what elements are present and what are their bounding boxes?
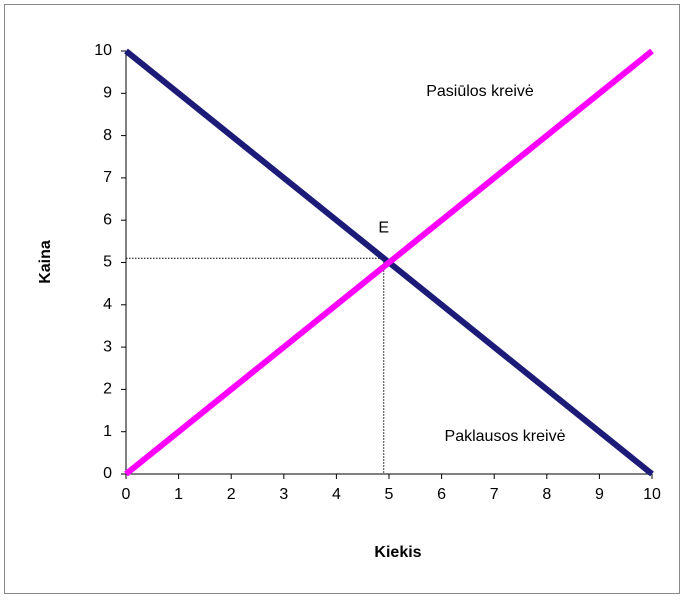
x-tick-label: 5: [385, 486, 394, 503]
x-axis-label: Kiekis: [374, 544, 421, 561]
x-tick-label: 6: [437, 486, 446, 503]
x-tick-label: 8: [542, 486, 551, 503]
series-label: Pasiūlos kreivė: [426, 83, 534, 100]
y-tick-label: 8: [103, 127, 112, 144]
x-tick-label: 7: [490, 486, 499, 503]
x-tick-label: 10: [643, 486, 661, 503]
y-tick-label: 5: [103, 254, 112, 271]
x-tick-label: 4: [332, 486, 341, 503]
x-tick-label: 9: [595, 486, 604, 503]
x-tick-label: 1: [174, 486, 183, 503]
y-tick-label: 0: [103, 465, 112, 482]
y-tick-label: 7: [103, 169, 112, 186]
y-tick-label: 2: [103, 381, 112, 398]
x-tick-label: 2: [227, 486, 236, 503]
series-line: [124, 48, 654, 477]
y-tick-label: 10: [94, 42, 112, 59]
x-tick-label: 3: [279, 486, 288, 503]
y-tick-label: 9: [103, 85, 112, 102]
series-label: Paklausos kreivė: [445, 428, 566, 445]
equilibrium-label: E: [378, 219, 389, 236]
y-tick-label: 6: [103, 211, 112, 228]
y-tick-label: 1: [103, 423, 112, 440]
y-tick-label: 4: [103, 296, 112, 313]
y-tick-label: 3: [103, 338, 112, 355]
x-tick-label: 0: [122, 486, 131, 503]
y-axis-label: Kaina: [37, 240, 54, 284]
